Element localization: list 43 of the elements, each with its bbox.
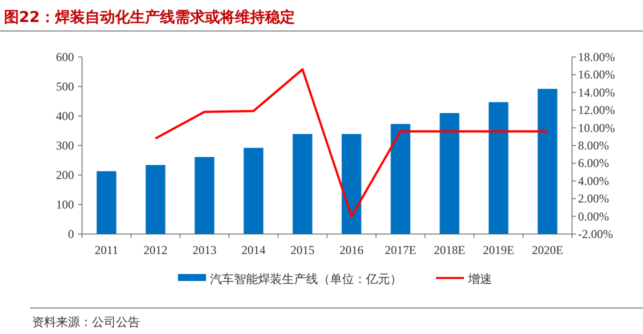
legend-label: 汽车智能焊装生产线（单位：亿元） bbox=[210, 272, 402, 286]
x-tick-label: 2016 bbox=[340, 243, 364, 257]
bar bbox=[538, 88, 558, 234]
y-tick-label: 600 bbox=[56, 50, 74, 64]
bar bbox=[244, 148, 264, 234]
text: 资料来源：公司公告 bbox=[32, 315, 140, 329]
y2-tick-label: 6.00% bbox=[578, 156, 609, 170]
x-tick-label: 2020E bbox=[532, 243, 564, 257]
y-tick-label: 300 bbox=[56, 138, 74, 152]
y-tick-label: 500 bbox=[56, 80, 74, 94]
y-tick-label: 0 bbox=[68, 227, 74, 241]
x-tick-label: 2015 bbox=[290, 243, 314, 257]
legend-label: 增速 bbox=[467, 272, 492, 286]
y-tick-label: 200 bbox=[56, 168, 74, 182]
x-tick-label: 2018E bbox=[434, 243, 466, 257]
x-tick-label: 2014 bbox=[242, 243, 266, 257]
y2-tick-label: 10.00% bbox=[578, 120, 615, 135]
x-tick-label: 2011 bbox=[94, 243, 118, 257]
bar bbox=[488, 102, 508, 234]
bar bbox=[146, 164, 166, 234]
line-series bbox=[154, 68, 549, 218]
y2-tick-label: 16.00% bbox=[578, 68, 615, 82]
x-tick-label: 2012 bbox=[144, 243, 168, 257]
x-tick-label: 2017E bbox=[384, 243, 416, 257]
y2-tick-label: 4.00% bbox=[578, 174, 609, 188]
y2-tick-label: 2.00% bbox=[578, 192, 609, 206]
y-tick-label: 100 bbox=[56, 198, 74, 212]
y2-tick-label: -2.00% bbox=[578, 227, 613, 241]
bar bbox=[194, 157, 214, 234]
bar bbox=[440, 113, 460, 234]
y2-tick-label: 18.00% bbox=[578, 50, 615, 64]
x-tick-label: 2013 bbox=[192, 243, 216, 257]
y-tick-label: 400 bbox=[56, 109, 74, 123]
y2-tick-label: 0.00% bbox=[578, 209, 609, 224]
x-tick-label: 2019E bbox=[482, 243, 514, 257]
y2-tick-label: 12.00% bbox=[578, 103, 615, 118]
chart-title: 图22：焊装自动化生产线需求或将维持稳定 bbox=[4, 8, 295, 26]
bar bbox=[390, 124, 410, 234]
y2-tick-label: 8.00% bbox=[578, 138, 609, 152]
bar bbox=[292, 134, 312, 234]
bar bbox=[96, 171, 116, 234]
y2-tick-label: 14.00% bbox=[578, 85, 615, 100]
bar bbox=[342, 134, 362, 234]
